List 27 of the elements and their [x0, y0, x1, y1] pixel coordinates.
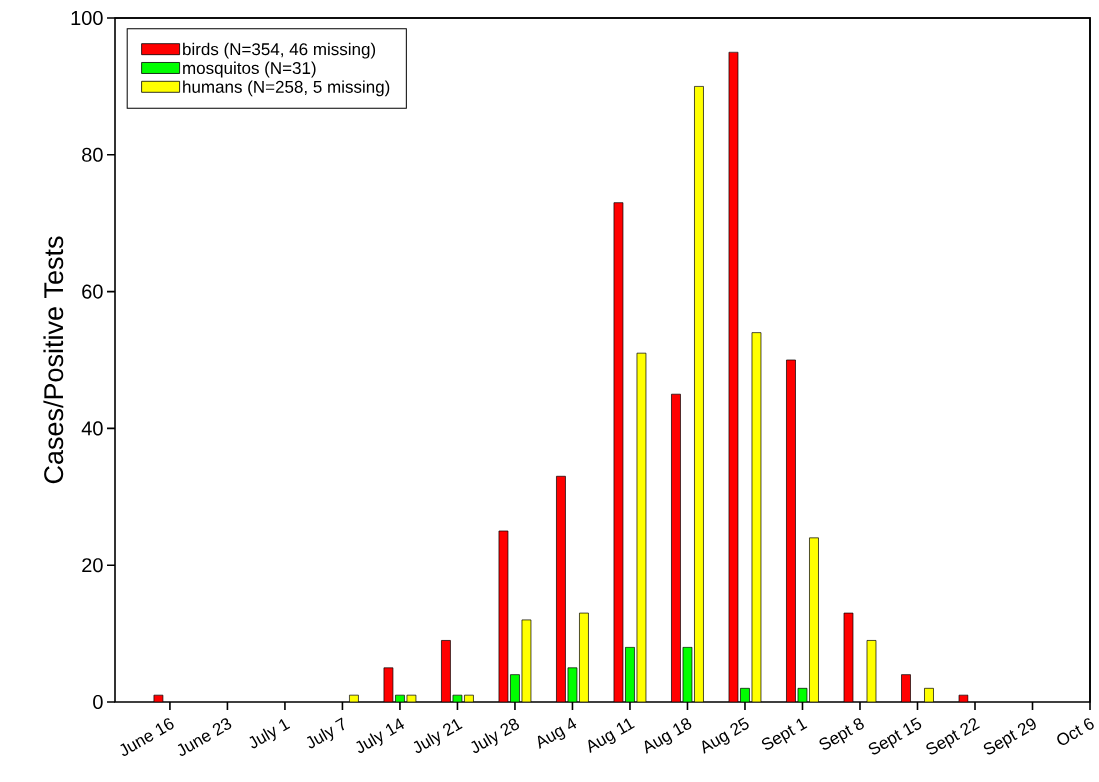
x-tick-label: July 7	[306, 717, 345, 749]
legend-label: mosquitos (N=31)	[183, 61, 316, 78]
x-tick-label: July 21	[413, 718, 463, 753]
x-tick-label: July 14	[356, 718, 405, 753]
legend-label: humans (N=258, 5 missing)	[183, 80, 390, 97]
x-tick-label: Sept 8	[819, 718, 864, 750]
x-tick-label: Oct 6	[1057, 718, 1094, 745]
y-axis-title: Cases/Positive Tests	[43, 236, 64, 484]
x-tick-label: June 23	[177, 718, 232, 756]
y-tick-label: 20	[82, 558, 103, 573]
x-tick-label: Aug 25	[702, 717, 749, 754]
y-tick-label: 0	[93, 694, 103, 710]
x-tick-label: Sept 15	[868, 717, 922, 755]
y-tick-label: 40	[81, 421, 103, 436]
x-tick-label: July 1	[249, 718, 291, 749]
x-tick-label: Aug 4	[537, 717, 577, 749]
x-tick-label: Sept 22	[926, 718, 980, 755]
y-tick-label: 80	[82, 147, 103, 162]
x-tick-label: Aug 11	[588, 718, 635, 753]
x-tick-label: July 28	[471, 718, 520, 753]
x-tick-label: June 16	[120, 718, 174, 756]
legend-label: birds (N=354, 46 missing)	[183, 42, 376, 59]
y-tick-label: 100	[71, 10, 103, 26]
x-tick-label: Sept 1	[761, 718, 808, 750]
x-tick-label: Sept 29	[983, 718, 1036, 755]
y-tick-label: 60	[82, 284, 103, 299]
x-tick-label: Aug 18	[644, 718, 692, 754]
